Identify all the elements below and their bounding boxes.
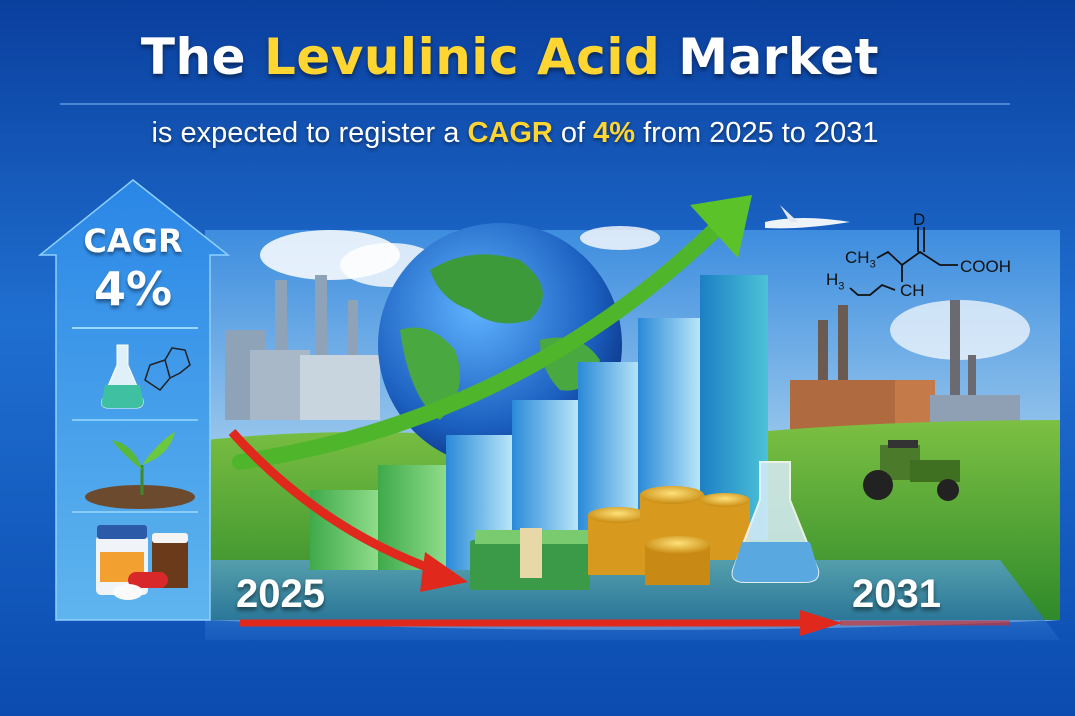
- page-title: The Levulinic Acid Market: [0, 28, 1020, 86]
- end-year: 2031: [852, 572, 941, 616]
- title-highlight: Levulinic Acid: [263, 28, 661, 86]
- flask-icon: [101, 344, 144, 409]
- growth-arrow-icon: [232, 195, 752, 470]
- subtitle-text: of: [560, 117, 586, 149]
- cagr-arrow-panel: [37, 179, 231, 621]
- cash-stack-icon: [470, 528, 590, 590]
- pill-icon: [113, 572, 168, 600]
- cagr-value: 4%: [93, 262, 173, 316]
- sprout-icon: [85, 432, 195, 509]
- coins-icon: [588, 486, 750, 585]
- subtitle-text: from 2025 to 2031: [643, 117, 879, 149]
- airplane-icon: [765, 205, 850, 229]
- formula-ch3: CH3: [845, 248, 876, 270]
- formula-ch: CH: [900, 281, 925, 300]
- title-text: Market: [678, 28, 880, 86]
- start-year: 2025: [236, 572, 325, 616]
- decline-arrow-icon: [228, 428, 468, 592]
- tractor-icon: [863, 440, 960, 501]
- formula-d: D: [913, 210, 926, 229]
- timeline-arrow: [240, 610, 1010, 636]
- molecule-icon: [144, 347, 191, 391]
- subtitle-cagr: CAGR: [467, 117, 553, 149]
- cagr-label: CAGR: [83, 222, 183, 260]
- subtitle-text: is expected to register a: [151, 117, 460, 149]
- formula-ch: CH: [845, 248, 870, 267]
- flask-icon: [731, 461, 820, 583]
- formula-cooh: COOH: [960, 257, 1011, 276]
- chemical-structure: [849, 227, 958, 296]
- factory-icon: [225, 275, 380, 420]
- formula-sub: 3: [838, 280, 845, 293]
- page-subtitle: is expected to register a CAGR of 4% fro…: [0, 117, 1030, 150]
- title-text: The: [140, 28, 247, 86]
- formula-sub: 3: [869, 258, 876, 271]
- formula-h: H: [826, 270, 839, 289]
- formula-h3: H3: [826, 270, 844, 292]
- subtitle-rate: 4%: [593, 117, 636, 149]
